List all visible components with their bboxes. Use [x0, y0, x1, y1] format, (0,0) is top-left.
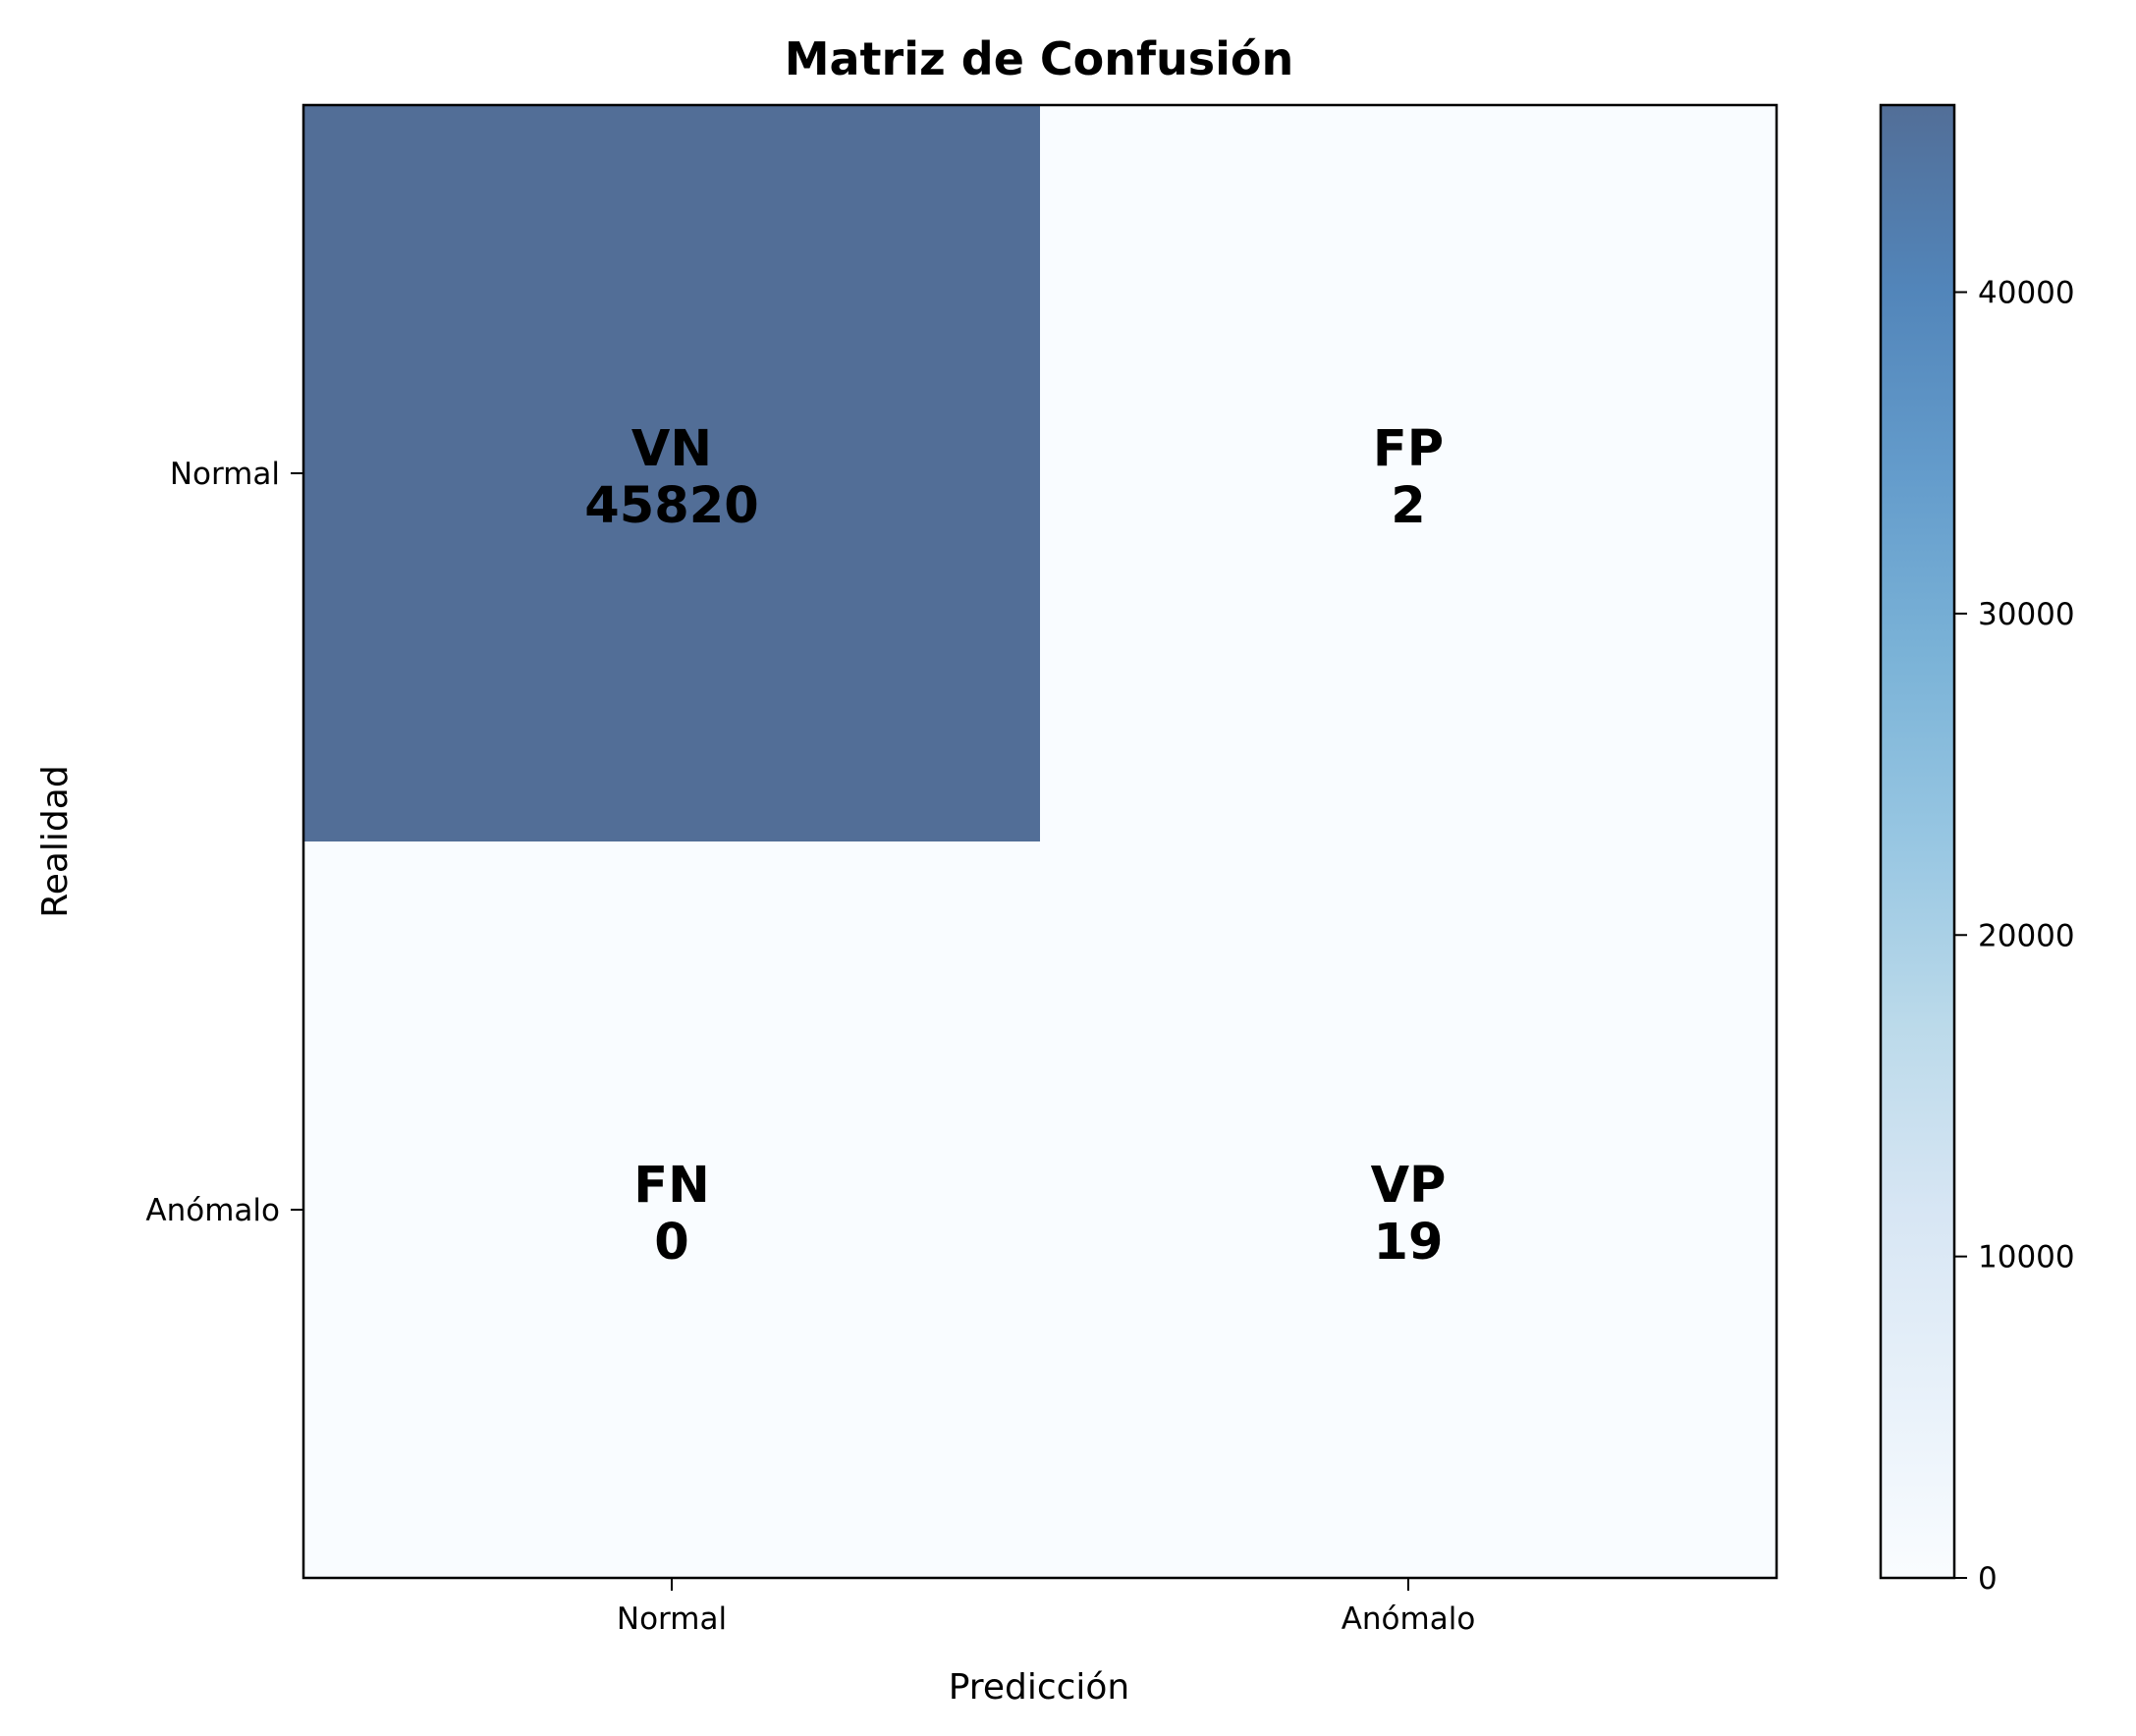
heatmap-cell-fn	[303, 841, 1040, 1578]
x-tick-label: Normal	[617, 1601, 727, 1637]
x-axis-label: Predicción	[949, 1667, 1130, 1708]
y-axis-ticks: Normal Anómalo	[145, 457, 303, 1228]
plot-frame	[301, 103, 1779, 1580]
colorbar: 0 10000 20000 30000 40000	[1879, 103, 2075, 1597]
cell-value-fp: 2	[1391, 477, 1426, 535]
heatmap-cell-fp	[1040, 105, 1777, 841]
colorbar-tick-label: 40000	[1978, 276, 2075, 311]
colorbar-ticks: 0 10000 20000 30000 40000	[1954, 276, 2075, 1597]
colorbar-tick-label: 0	[1978, 1561, 1998, 1597]
heatmap-cell-vn	[303, 105, 1040, 841]
cell-value-fn: 0	[654, 1214, 689, 1272]
cell-value-vp: 19	[1374, 1214, 1444, 1272]
chart-title: Matriz de Confusión	[785, 32, 1294, 85]
cell-name-fn: FN	[633, 1157, 710, 1215]
cell-value-vn: 45820	[584, 477, 758, 535]
colorbar-tick-label: 10000	[1978, 1240, 2075, 1275]
heatmap-cell-vp	[1040, 841, 1777, 1578]
colorbar-tick-label: 20000	[1978, 918, 2075, 953]
cell-name-vp: VP	[1371, 1157, 1447, 1215]
x-axis-ticks: Normal Anómalo	[617, 1578, 1475, 1637]
colorbar-gradient	[1879, 103, 1956, 1580]
y-tick-label: Anómalo	[145, 1193, 280, 1228]
heatmap-cells	[303, 105, 1777, 1578]
y-tick-label: Normal	[170, 457, 280, 492]
x-tick-label: Anómalo	[1342, 1601, 1476, 1637]
colorbar-tick-label: 30000	[1978, 597, 2075, 632]
y-axis-label: Realidad	[35, 765, 76, 917]
cell-name-fp: FP	[1373, 420, 1444, 478]
cell-name-vn: VN	[631, 420, 712, 478]
